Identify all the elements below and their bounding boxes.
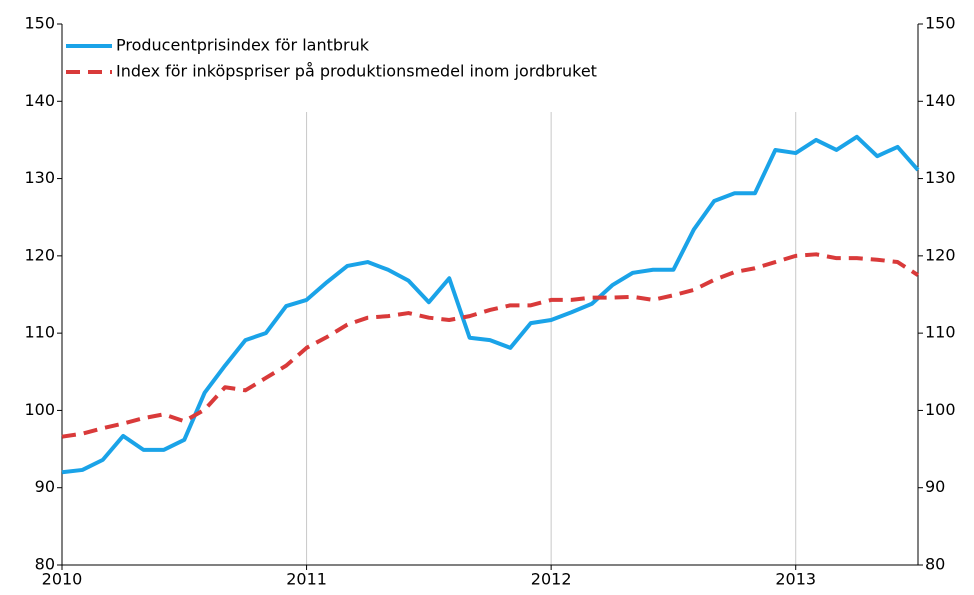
y-tick-label: 100 [24, 400, 55, 419]
legend-label: Producentprisindex för lantbruk [116, 36, 370, 55]
legend-label: Index för inköpspriser på produktionsmed… [116, 62, 597, 81]
x-tick-label: 2012 [531, 570, 572, 589]
y2-tick-label: 100 [925, 400, 956, 419]
y2-tick-label: 140 [925, 91, 956, 110]
y-tick-label: 130 [24, 168, 55, 187]
y-tick-label: 120 [24, 245, 55, 264]
series-line [61, 134, 920, 475]
x-tick-label: 2013 [775, 570, 816, 589]
y-tick-label: 80 [35, 555, 55, 574]
y2-tick-label: 150 [925, 14, 956, 33]
y2-tick-label: 120 [925, 245, 956, 264]
y-tick-label: 110 [24, 323, 55, 342]
y-tick-label: 140 [24, 91, 55, 110]
x-tick-label: 2011 [286, 570, 327, 589]
y2-tick-label: 80 [925, 555, 945, 574]
y-tick-label: 150 [24, 14, 55, 33]
y2-tick-label: 90 [925, 477, 945, 496]
y2-tick-label: 130 [925, 168, 956, 187]
x-tick-label: 2010 [42, 570, 83, 589]
series-line [61, 252, 920, 439]
y2-tick-label: 110 [925, 323, 956, 342]
y-tick-label: 90 [35, 477, 55, 496]
